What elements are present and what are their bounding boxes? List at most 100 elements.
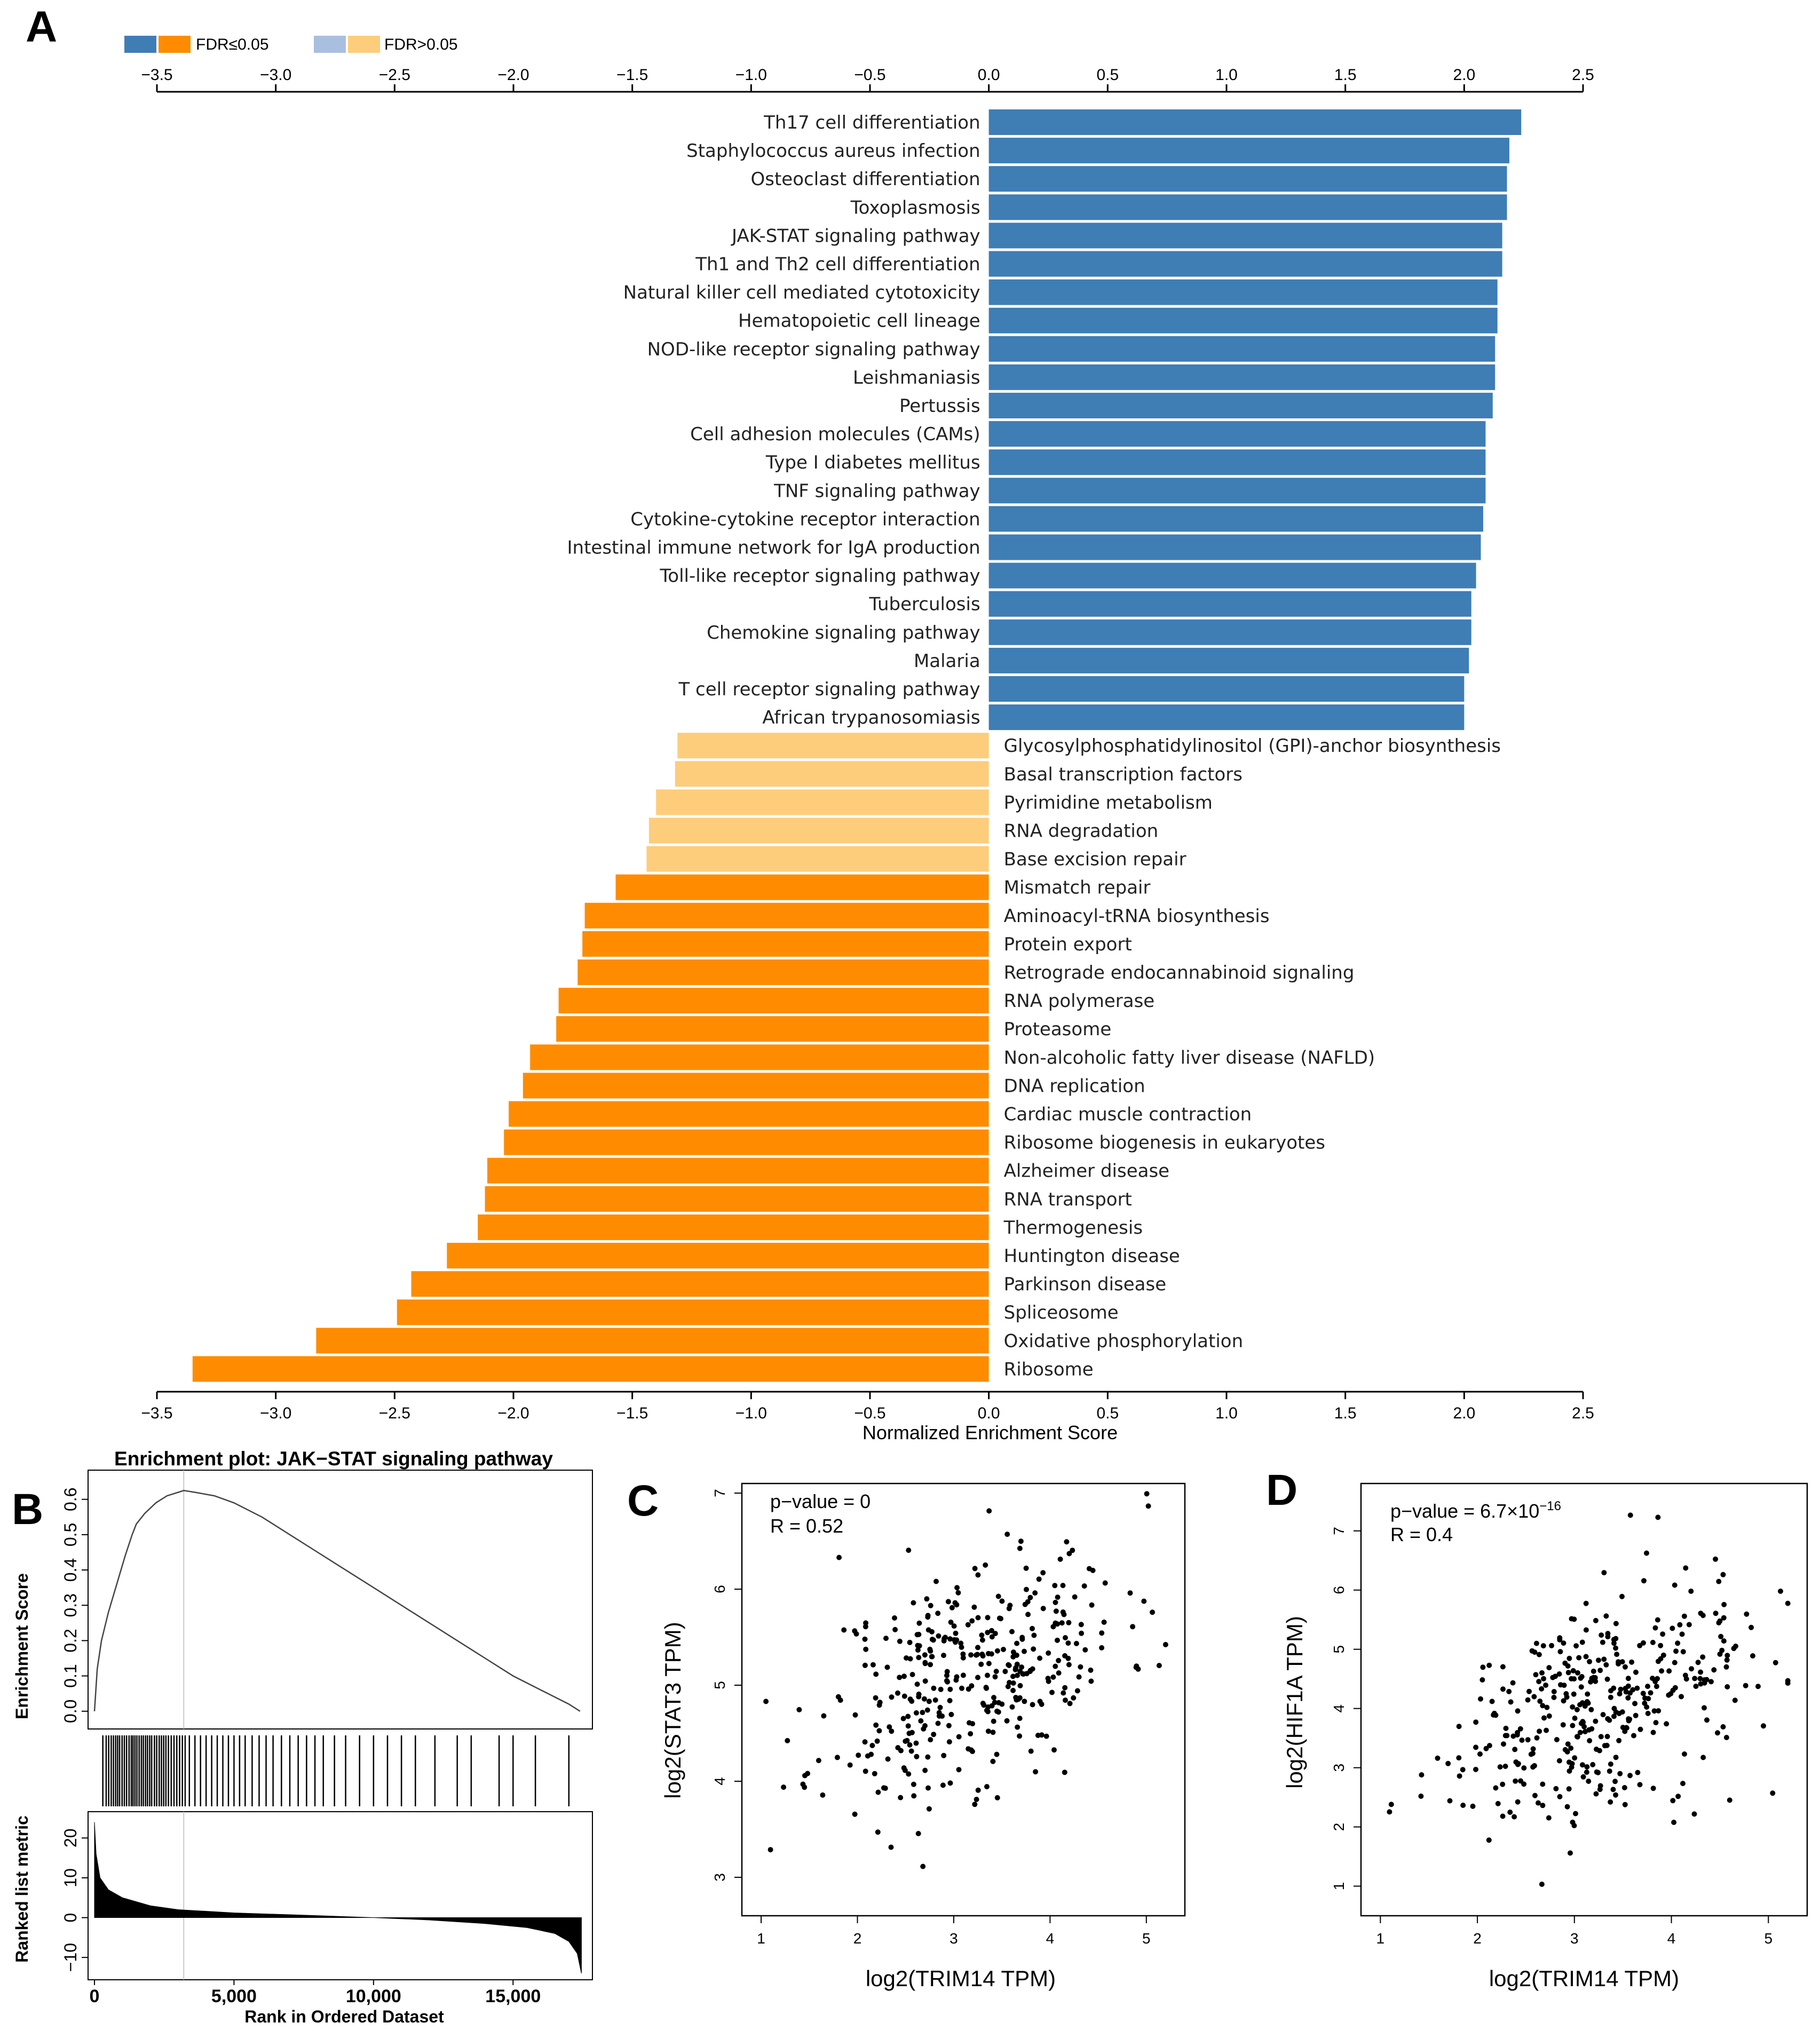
scatter-point [1066,1620,1072,1625]
bar-label-toll-like-receptor-signaling-pathway: Toll-like receptor signaling pathway [659,566,980,587]
scatter-point [1625,1695,1631,1701]
scatter-point [852,1811,858,1817]
top-axis-tick-label: −0.5 [854,66,885,84]
scatter-point [836,1554,842,1560]
scatter-point [1062,1685,1068,1691]
bar-label-african-trypanosomiasis: African trypanosomiasis [762,707,980,728]
scatter-point [1004,1718,1010,1724]
scatter-point [1569,1761,1575,1766]
scatter-point [837,1697,843,1703]
bar-labels-group: Th17 cell differentiation Staphylococcus … [567,112,1501,1380]
scatter-point [946,1739,952,1745]
scatter-point [1651,1708,1657,1714]
scatter-point [1010,1654,1016,1660]
scatter-point [953,1630,959,1636]
scatter-point [1040,1606,1046,1612]
y-axis-title-c: log2(STAT3 TPM) [660,1622,685,1798]
scatter-point [1060,1583,1066,1589]
scatter-point [834,1755,840,1760]
scatter-point [1608,1761,1613,1767]
scatter-point [1512,1747,1518,1752]
scatter-point [1089,1602,1095,1608]
scatter-point [1695,1660,1701,1665]
scatter-point [914,1681,920,1687]
scatter-point [1033,1769,1039,1775]
scatter-point [969,1618,975,1624]
scatter-point [1570,1704,1576,1710]
scatter-point [1500,1781,1506,1787]
scatter-point [1544,1704,1550,1710]
bar-label-th1-and-th2-cell-differentiation: Th1 and Th2 cell differentiation [695,254,980,275]
metric-axis-tick-label: 20 [61,1829,80,1848]
scatter-point [1006,1606,1012,1612]
scatter-point [1088,1667,1094,1673]
scatter-point [1641,1578,1647,1584]
scatter-point [1570,1668,1576,1673]
scatter-point [989,1628,994,1633]
top-axis-tick-label: 2.5 [1572,66,1594,84]
scatter-point [1594,1747,1599,1752]
scatter-point [1644,1550,1649,1556]
scatter-point [1010,1687,1016,1693]
scatter-point [887,1724,892,1730]
scatter-point [972,1802,978,1807]
scatter-point [1539,1670,1545,1676]
scatter-point [1387,1809,1392,1815]
scatter-point [1536,1679,1542,1685]
scatter-point [873,1671,879,1677]
bar-african-trypanosomiasis [988,704,1465,731]
bar-t-cell-receptor-signaling-pathway [988,676,1465,702]
scatter-point [1002,1669,1008,1675]
scatter-point [1533,1672,1539,1678]
scatter-point [1503,1725,1509,1731]
scatter-point [1650,1676,1656,1681]
panel-d-scatter-hif1a: D 1 2 3 4 5 1 2 3 4 5 6 7 p−value = 6.7×10−16 R = 0… [1266,1466,1808,1991]
scatter-point [979,1632,985,1638]
es-axis-tick-label: 0.5 [61,1523,80,1546]
annotation-r-d: R = 0.4 [1390,1524,1453,1545]
scatter-point [1590,1668,1596,1674]
scatter-x-tick-label: 1 [757,1930,765,1947]
scatter-point [920,1863,926,1869]
fdr-legend: FDR≤0.05 FDR>0.05 [124,36,458,53]
scatter-point [905,1713,911,1719]
scatter-point [980,1653,986,1659]
scatter-point [901,1673,907,1679]
scatter-point [952,1637,957,1643]
gene-hit-barcode [88,1735,592,1806]
scatter-point [1025,1612,1031,1617]
scatter-point [995,1593,1001,1599]
scatter-point [1551,1689,1557,1694]
scatter-point [960,1672,966,1678]
scatter-y-tick-label: 6 [711,1585,728,1593]
scatter-frame [1360,1482,1808,1917]
scatter-point [985,1728,991,1734]
scatter-point [1599,1632,1604,1638]
bar-label-oxidative-phosphorylation: Oxidative phosphorylation [1004,1330,1243,1352]
bar-pyrimidine-metabolism [656,789,989,815]
scatter-point [1543,1683,1549,1688]
scatter-point [1724,1657,1730,1663]
scatter-point [1670,1798,1676,1804]
scatter-point [1540,1643,1546,1649]
scatter-point [1506,1688,1512,1694]
scatter-point [1510,1680,1516,1686]
scatter-point [1022,1648,1027,1654]
scatter-point [906,1731,912,1736]
scatter-point [805,1771,811,1776]
scatter-point [918,1718,924,1724]
scatter-point [1618,1686,1624,1692]
scatter-point [1534,1735,1540,1741]
scatter-point [1551,1694,1557,1700]
scatter-point [1626,1718,1632,1724]
scatter-point [1510,1733,1516,1739]
scatter-point [1456,1755,1462,1761]
scatter-point [1717,1651,1723,1657]
scatter-point [928,1737,933,1743]
scatter-point [901,1765,907,1771]
bar-alzheimer-disease [487,1157,989,1184]
scatter-point [1596,1657,1601,1663]
scatter-point [903,1739,908,1744]
scatter-point [763,1699,769,1704]
hit-barcode-background [88,1735,592,1806]
